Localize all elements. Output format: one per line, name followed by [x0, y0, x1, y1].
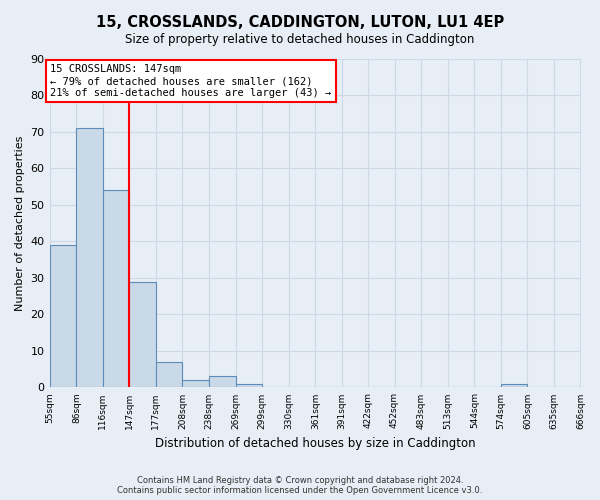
X-axis label: Distribution of detached houses by size in Caddington: Distribution of detached houses by size … [155, 437, 475, 450]
Bar [155, 362, 182, 388]
Bar [76, 128, 103, 388]
Bar [500, 384, 527, 388]
Bar [182, 380, 209, 388]
Bar [209, 376, 236, 388]
Text: Contains HM Land Registry data © Crown copyright and database right 2024.
Contai: Contains HM Land Registry data © Crown c… [118, 476, 482, 495]
Bar [103, 190, 130, 388]
Y-axis label: Number of detached properties: Number of detached properties [15, 136, 25, 311]
Text: Size of property relative to detached houses in Caddington: Size of property relative to detached ho… [125, 32, 475, 46]
Bar [130, 282, 155, 388]
Bar [50, 245, 76, 388]
Bar [236, 384, 262, 388]
Text: 15, CROSSLANDS, CADDINGTON, LUTON, LU1 4EP: 15, CROSSLANDS, CADDINGTON, LUTON, LU1 4… [96, 15, 504, 30]
Text: 15 CROSSLANDS: 147sqm
← 79% of detached houses are smaller (162)
21% of semi-det: 15 CROSSLANDS: 147sqm ← 79% of detached … [50, 64, 332, 98]
